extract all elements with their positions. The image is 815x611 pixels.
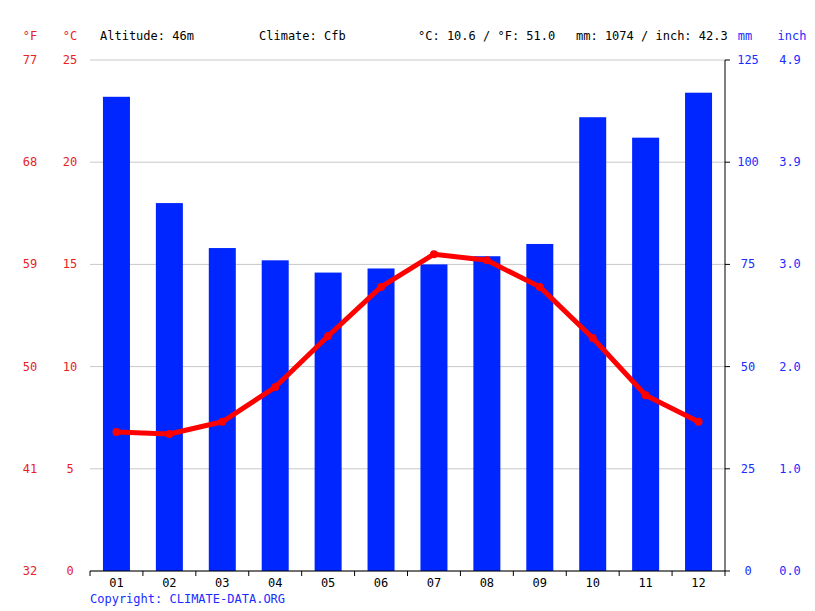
tick-label: 10: [585, 576, 599, 590]
tick-label: 01: [109, 576, 123, 590]
marker: [271, 383, 279, 391]
tick-label: 08: [480, 576, 494, 590]
marker: [377, 283, 385, 291]
tick-mark: [354, 571, 355, 576]
plot-area: [103, 93, 712, 571]
tick-label: 2.0: [779, 360, 801, 374]
tick-label: 75: [741, 257, 755, 271]
header-text: Altitude: 46m: [100, 29, 194, 43]
tick-mark: [672, 571, 673, 576]
bar: [262, 260, 289, 571]
tick-mark: [142, 571, 143, 576]
marker: [112, 428, 120, 436]
tick-label: 20: [63, 155, 77, 169]
axis-title: °C: [63, 29, 77, 43]
tick-label: 100: [737, 155, 759, 169]
bar: [156, 203, 183, 571]
header-text: mm: 1074 / inch: 42.3: [576, 29, 728, 43]
tick-label: 06: [374, 576, 388, 590]
tick-mark: [513, 571, 514, 576]
tick-mark: [725, 571, 726, 576]
tick-mark: [725, 264, 730, 265]
tick-mark: [301, 571, 302, 576]
marker: [324, 332, 332, 340]
bar: [632, 138, 659, 571]
tick-mark: [725, 366, 730, 367]
tick-label: 0: [744, 564, 751, 578]
tick-label: 3.9: [779, 155, 801, 169]
tick-mark: [619, 571, 620, 576]
tick-mark: [725, 468, 730, 469]
axis-title: °F: [23, 29, 37, 43]
tick-label: 09: [533, 576, 547, 590]
marker: [536, 283, 544, 291]
bar: [420, 264, 447, 571]
marker: [483, 256, 491, 264]
marker: [218, 418, 226, 426]
chart: Altitude: 46m Climate: Cfb °C: 10.6 / °F: …: [0, 0, 815, 611]
grid-line: [90, 60, 725, 61]
tick-label: 41: [23, 462, 37, 476]
tick-label: 07: [427, 576, 441, 590]
marker: [430, 250, 438, 258]
marker: [165, 430, 173, 438]
tick-mark: [248, 571, 249, 576]
header-text: °C: 10.6 / °F: 51.0: [418, 29, 555, 43]
tick-mark: [407, 571, 408, 576]
bar: [368, 268, 395, 571]
tick-label: 02: [162, 576, 176, 590]
tick-label: 50: [741, 360, 755, 374]
tick-label: 05: [321, 576, 335, 590]
marker: [642, 391, 650, 399]
tick-label: 25: [741, 462, 755, 476]
tick-label: 0: [66, 564, 73, 578]
line: [116, 254, 698, 434]
tick-label: 15: [63, 257, 77, 271]
marker: [695, 418, 703, 426]
tick-mark: [725, 571, 730, 572]
tick-label: 12: [691, 576, 705, 590]
tick-mark: [195, 571, 196, 576]
tick-mark: [725, 60, 730, 61]
bar: [473, 256, 500, 571]
tick-label: 32: [23, 564, 37, 578]
tick-label: 68: [23, 155, 37, 169]
tick-label: 3.0: [779, 257, 801, 271]
tick-mark: [566, 571, 567, 576]
grid-line: [90, 366, 725, 367]
tick-label: 25: [63, 53, 77, 67]
tick-label: 59: [23, 257, 37, 271]
bar: [685, 93, 712, 571]
tick-label: 4.9: [779, 53, 801, 67]
tick-label: 0.0: [779, 564, 801, 578]
tick-label: 50: [23, 360, 37, 374]
tick-mark: [460, 571, 461, 576]
grid-line: [90, 468, 725, 469]
tick-mark: [90, 571, 91, 576]
axis-title: inch: [778, 29, 807, 43]
tick-label: 5: [66, 462, 73, 476]
grid-line: [90, 162, 725, 163]
marker: [589, 334, 597, 342]
bar: [315, 273, 342, 571]
header-text: Climate: Cfb: [259, 29, 346, 43]
tick-label: 11: [638, 576, 652, 590]
source-text: Copyright: CLIMATE-DATA.ORG: [90, 592, 285, 606]
y2-axis: [725, 60, 726, 571]
tick-label: 1.0: [779, 462, 801, 476]
bar: [209, 248, 236, 571]
tick-label: 77: [23, 53, 37, 67]
grid-line: [90, 264, 725, 265]
bar: [103, 97, 130, 571]
tick-mark: [725, 162, 730, 163]
tick-label: 03: [215, 576, 229, 590]
tick-label: 10: [63, 360, 77, 374]
bar: [579, 117, 606, 571]
tick-label: 04: [268, 576, 282, 590]
tick-label: 125: [737, 53, 759, 67]
axis-title: mm: [738, 29, 752, 43]
